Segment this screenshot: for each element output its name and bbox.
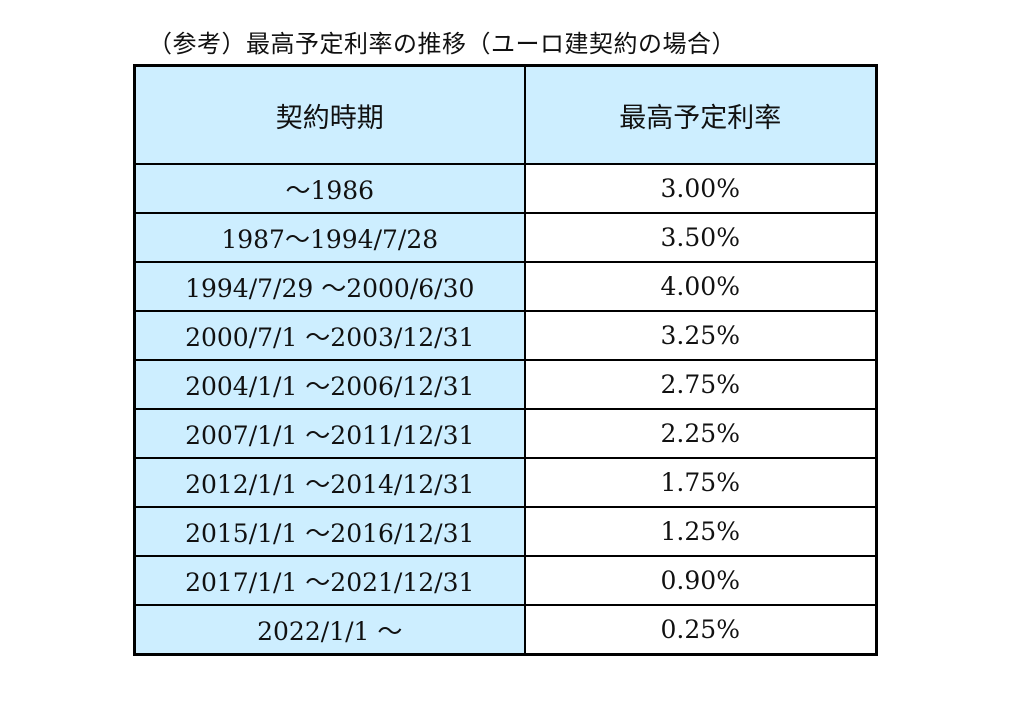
rate-history-table: 契約時期 最高予定利率 ～1986 3.00% 1987～1994/7/28 3… bbox=[133, 64, 878, 656]
table-row: 2004/1/1 ～2006/12/31 2.75% bbox=[133, 359, 878, 410]
table-row: 2007/1/1 ～2011/12/31 2.25% bbox=[133, 408, 878, 459]
rate-cell: 1.75% bbox=[523, 457, 878, 508]
table-row: 1994/7/29 ～2000/6/30 4.00% bbox=[133, 261, 878, 312]
period-cell: 2022/1/1 ～ bbox=[133, 604, 526, 656]
period-cell: 1994/7/29 ～2000/6/30 bbox=[133, 261, 526, 312]
table-row: 2012/1/1 ～2014/12/31 1.75% bbox=[133, 457, 878, 508]
period-cell: 2007/1/1 ～2011/12/31 bbox=[133, 408, 526, 459]
period-cell: 2015/1/1 ～2016/12/31 bbox=[133, 506, 526, 557]
table-row: ～1986 3.00% bbox=[133, 163, 878, 214]
table-row: 2017/1/1 ～2021/12/31 0.90% bbox=[133, 555, 878, 606]
period-cell: 2012/1/1 ～2014/12/31 bbox=[133, 457, 526, 508]
rate-cell: 2.25% bbox=[523, 408, 878, 459]
period-cell: ～1986 bbox=[133, 163, 526, 214]
table-row: 2015/1/1 ～2016/12/31 1.25% bbox=[133, 506, 878, 557]
period-cell: 2000/7/1 ～2003/12/31 bbox=[133, 310, 526, 361]
period-cell: 2017/1/1 ～2021/12/31 bbox=[133, 555, 526, 606]
period-cell: 1987～1994/7/28 bbox=[133, 212, 526, 263]
table-row: 2000/7/1 ～2003/12/31 3.25% bbox=[133, 310, 878, 361]
rate-cell: 2.75% bbox=[523, 359, 878, 410]
rate-cell: 4.00% bbox=[523, 261, 878, 312]
page-title: （参考）最高予定利率の推移（ユーロ建契約の場合） bbox=[148, 30, 736, 58]
rate-cell: 1.25% bbox=[523, 506, 878, 557]
column-header-rate: 最高予定利率 bbox=[523, 64, 878, 165]
rate-cell: 0.25% bbox=[523, 604, 878, 656]
table-row: 2022/1/1 ～ 0.25% bbox=[133, 604, 878, 656]
column-header-period: 契約時期 bbox=[133, 64, 526, 165]
rate-cell: 3.50% bbox=[523, 212, 878, 263]
rate-cell: 0.90% bbox=[523, 555, 878, 606]
table-row: 1987～1994/7/28 3.50% bbox=[133, 212, 878, 263]
rate-cell: 3.25% bbox=[523, 310, 878, 361]
period-cell: 2004/1/1 ～2006/12/31 bbox=[133, 359, 526, 410]
rate-cell: 3.00% bbox=[523, 163, 878, 214]
table-header-row: 契約時期 最高予定利率 bbox=[133, 64, 878, 165]
